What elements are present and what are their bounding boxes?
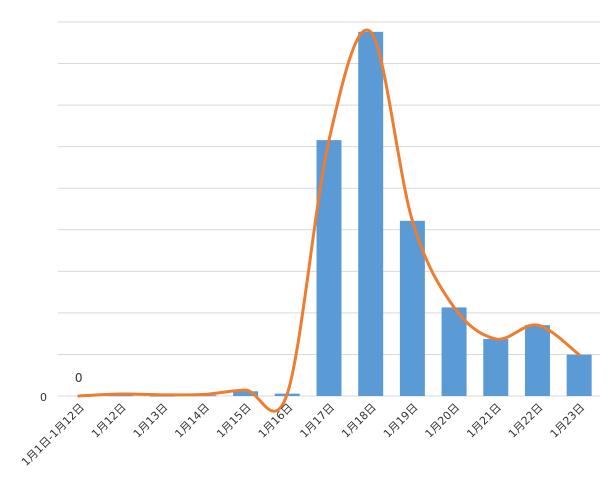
x-tick-label-5: 1月16日 <box>256 401 296 441</box>
x-tick-label-1: 1月12日 <box>89 401 129 441</box>
bar-4 <box>233 391 259 396</box>
x-tick-label-3: 1月14日 <box>172 401 212 441</box>
bar-10 <box>483 338 509 396</box>
bar-8 <box>399 220 425 396</box>
x-tick-label-8: 1月19日 <box>381 401 421 441</box>
bar-7 <box>358 31 384 397</box>
x-tick-label-4: 1月15日 <box>214 401 254 441</box>
data-label-0: 0 <box>75 371 83 385</box>
x-tick-label-11: 1月22日 <box>506 401 546 441</box>
x-tick-label-9: 1月20日 <box>423 401 463 441</box>
bar-11 <box>524 325 550 396</box>
trend-line <box>77 28 581 413</box>
bar-12 <box>566 354 592 396</box>
y-tick-label: 0 <box>40 391 47 404</box>
bar-6 <box>316 140 342 396</box>
bar-9 <box>441 307 467 396</box>
x-tick-label-7: 1月18日 <box>339 401 379 441</box>
x-tick-label-10: 1月21日 <box>464 401 504 441</box>
data-labels: 0 <box>75 371 83 385</box>
x-tick-label-2: 1月13日 <box>131 401 171 441</box>
x-axis-labels: 1月1日-1月12日 1月12日 1月13日 1月14日 1月15日 1月16日 1月17日… <box>19 401 587 469</box>
x-tick-label-0: 1月1日-1月12日 <box>19 401 87 469</box>
x-tick-label-6: 1月17日 <box>298 401 338 441</box>
trend-line-group <box>77 28 581 413</box>
bars <box>108 31 592 397</box>
x-tick-label-12: 1月23日 <box>548 401 588 441</box>
bar-1 <box>108 395 134 397</box>
